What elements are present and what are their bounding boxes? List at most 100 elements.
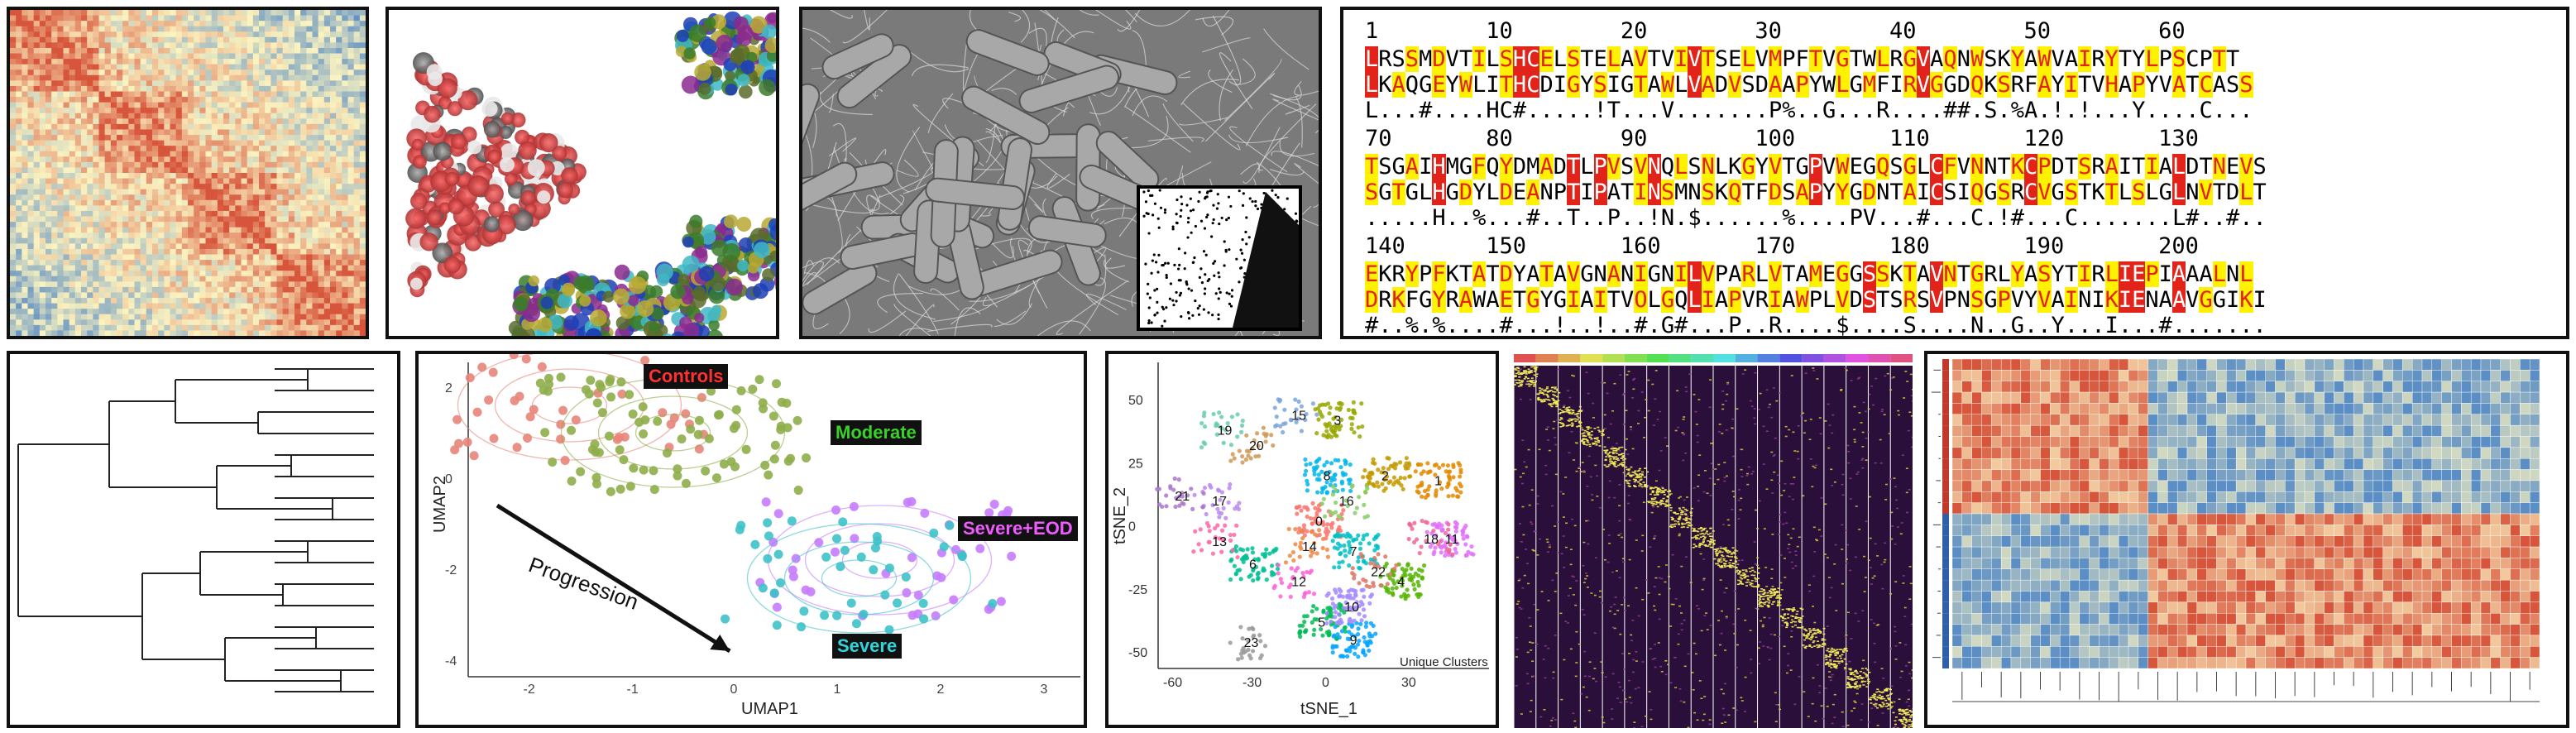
umap-point xyxy=(543,373,553,383)
umap-xlabel: UMAP1 xyxy=(741,700,798,718)
umap-point xyxy=(653,416,663,426)
umap-point xyxy=(936,573,946,582)
umap-point xyxy=(556,434,566,444)
umap-point xyxy=(634,417,644,427)
umap-point xyxy=(820,611,830,620)
umap-point xyxy=(945,520,955,530)
umap-point xyxy=(469,451,479,461)
label-moderate: Moderate xyxy=(831,420,922,445)
umap-point xyxy=(901,572,911,582)
umap-point xyxy=(856,552,866,562)
umap-point xyxy=(770,440,780,450)
umap-point xyxy=(512,443,522,453)
umap-point xyxy=(711,473,721,483)
umap-point xyxy=(537,362,547,371)
correlation-heatmap-panel xyxy=(7,7,369,339)
umap-point xyxy=(893,598,903,608)
umap-point xyxy=(741,444,751,454)
umap-point xyxy=(731,405,741,414)
umap-point xyxy=(851,619,861,629)
umap-point xyxy=(802,453,812,462)
umap-point xyxy=(907,496,917,506)
umap-xtick: -2 xyxy=(524,683,535,697)
umap-point xyxy=(989,499,999,509)
umap-point xyxy=(639,465,649,475)
dendrogram-icon xyxy=(17,368,374,692)
umap-point xyxy=(606,486,615,496)
label-severe: Severe xyxy=(832,634,903,659)
umap-point xyxy=(615,484,625,494)
umap-point xyxy=(836,562,845,572)
tsne-xtick: -30 xyxy=(1243,676,1262,690)
umap-point xyxy=(846,598,856,608)
tsne-cluster-label: 22 xyxy=(1371,565,1386,579)
tsne-panel: -60 -30 0 30 50 25 0 -25 -50 0 1 2 3 4 5 6 7 8 9 10 11 12 13 14… xyxy=(1105,351,1499,728)
alignment-seq-2a: TSGAIHMGFQYDMADTLPVSVNQLSNLKGYVTGPVWEGQS… xyxy=(1365,154,2267,180)
umap-xtick: -1 xyxy=(627,683,639,697)
alignment-ruler-2: 70 80 90 100 110 120 130 xyxy=(1365,126,2253,151)
umap-point xyxy=(673,471,682,481)
umap-point xyxy=(902,588,912,598)
umap-point xyxy=(587,444,597,454)
umap-point xyxy=(638,402,648,412)
umap-point xyxy=(697,393,706,403)
umap-point xyxy=(1007,551,1017,561)
tsne-cluster-label: 8 xyxy=(1324,470,1331,484)
umap-point xyxy=(773,509,783,519)
umap-point xyxy=(515,391,524,401)
umap-point xyxy=(884,625,894,635)
umap-point xyxy=(870,543,880,553)
umap-point xyxy=(686,424,696,434)
label-severe-eod: Severe+EOD xyxy=(958,516,1078,541)
umap-point xyxy=(620,432,630,442)
umap-point xyxy=(975,544,985,553)
umap-point xyxy=(543,386,553,396)
umap-point xyxy=(788,572,798,582)
umap-point xyxy=(754,375,764,385)
tsne-xtick: 30 xyxy=(1401,676,1416,690)
umap-point xyxy=(772,602,782,612)
umap-point xyxy=(872,531,882,541)
umap-point xyxy=(477,362,487,372)
umap-point xyxy=(777,397,787,407)
umap-point xyxy=(799,606,809,616)
umap-plot: -2 -1 0 1 2 3 2 0 -2 -4 xyxy=(445,354,1080,697)
umap-point xyxy=(931,611,941,620)
umap-point xyxy=(988,599,998,609)
sequence-alignment-panel: 1 10 20 30 40 50 60 LRSSMDVTILSHCELSTELA… xyxy=(1340,7,2569,339)
alignment-seq-3a: EKRYPFKTATDYATAVGNANIGNILVPARLVTAMEGGSSK… xyxy=(1365,261,2253,287)
tsne-cluster-label: 23 xyxy=(1244,636,1259,650)
umap-point xyxy=(939,542,949,552)
umap-ytick: 0 xyxy=(445,472,452,486)
umap-point xyxy=(452,414,462,424)
label-controls: Controls xyxy=(644,364,729,389)
umap-point xyxy=(831,547,840,557)
umap-point xyxy=(838,517,848,527)
umap-point xyxy=(509,354,519,360)
umap-point xyxy=(773,549,783,559)
tsne-cluster-label: 6 xyxy=(1249,558,1257,572)
umap-point xyxy=(540,428,550,438)
tsne-cluster-label: 1 xyxy=(1434,475,1442,489)
umap-point xyxy=(918,598,928,608)
umap-point xyxy=(640,356,650,366)
umap-point xyxy=(571,415,581,425)
umap-point xyxy=(793,486,803,496)
umap-point xyxy=(581,385,591,395)
umap-point xyxy=(604,431,614,441)
alignment-ruler-1: 1 10 20 30 40 50 60 xyxy=(1365,18,2253,44)
umap-point xyxy=(996,596,1006,606)
clustered-heatmap-panel xyxy=(1924,351,2569,728)
scrna-heatmap-panel xyxy=(1514,351,1913,728)
umap-point xyxy=(869,565,879,575)
umap-point xyxy=(726,457,736,467)
tsne-cluster-label: 9 xyxy=(1350,634,1357,648)
tsne-ytick: 50 xyxy=(1128,394,1143,408)
tsne-cluster-label: 12 xyxy=(1291,576,1306,590)
umap-point xyxy=(606,392,616,402)
tsne-cluster-label: 16 xyxy=(1339,495,1354,509)
alignment-seq-2b: SGTGLHGDYLDEANPTIPATINSMNSKQTFDSAPYYGDNT… xyxy=(1365,180,2267,205)
umap-point xyxy=(548,458,558,467)
umap-point xyxy=(840,545,850,555)
umap-point xyxy=(768,411,778,421)
